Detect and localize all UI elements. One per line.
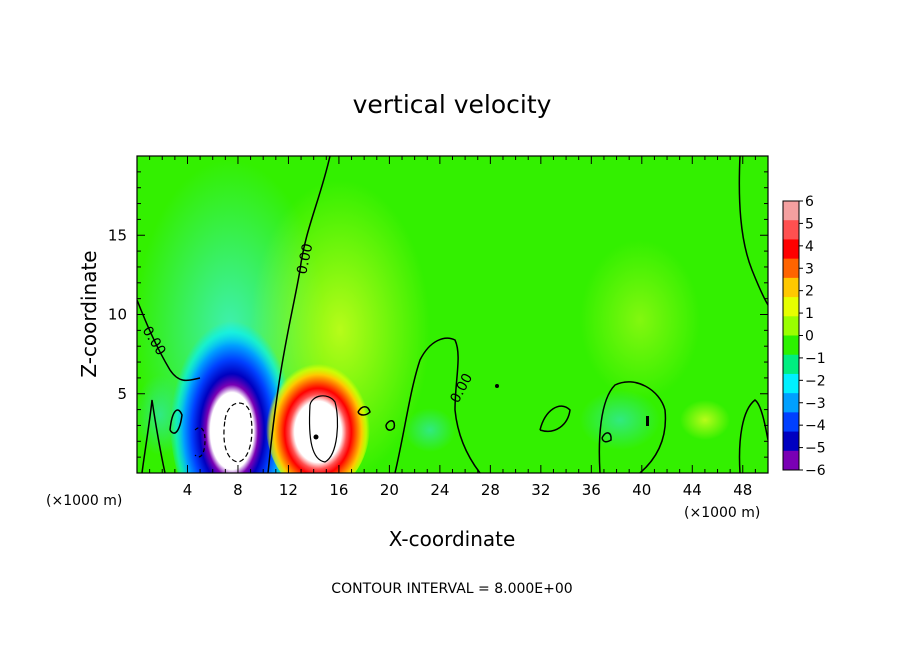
- colorbar-swatch: [783, 431, 799, 452]
- colorbar-swatch: [783, 450, 799, 471]
- x-tick-label: 28: [481, 481, 500, 499]
- x-tick-label: 24: [430, 481, 449, 499]
- contour-label: 0.00: [294, 242, 316, 276]
- x-tick-label: 40: [632, 481, 651, 499]
- x-tick-label: 8: [233, 481, 243, 499]
- zero-contour-right: [738, 156, 768, 306]
- colorbar-label: 3: [805, 261, 814, 277]
- colorbar-label: 5: [805, 216, 814, 232]
- y-tick-label: 10: [108, 306, 127, 324]
- colorbar-label: 2: [805, 284, 814, 300]
- colorbar-swatch: [783, 297, 799, 317]
- colorbar-swatch: [783, 316, 799, 336]
- colorbar-label: −1: [805, 351, 826, 367]
- x-unit-left: (×1000 m): [46, 493, 122, 509]
- colorbar-swatch: [783, 277, 799, 298]
- colorbar-label: −6: [805, 463, 826, 479]
- x-tick-label: 48: [733, 481, 752, 499]
- x-tick-label: 32: [531, 481, 550, 499]
- x-axis-label: X-coordinate: [389, 527, 516, 551]
- colorbar-label: 6: [805, 194, 814, 210]
- colorbar-label: 4: [805, 239, 814, 255]
- colorbar-label: 1: [805, 306, 814, 322]
- x-tick-label: 12: [279, 481, 298, 499]
- y-tick-label: 5: [117, 385, 127, 403]
- colorbar: 6 5 4 3 2 1 0 −1 −2 −3 −4 −5 −6: [782, 194, 826, 479]
- colorbar-label: −4: [805, 418, 826, 434]
- colorbar-swatch: [783, 393, 799, 413]
- colorbar-swatch: [783, 335, 799, 356]
- x-axis: 4 8 12 16 20 24 28 32 36 40 44 48: [149, 156, 756, 499]
- colorbar-label: −2: [805, 373, 826, 389]
- chart-title: vertical velocity: [353, 90, 552, 119]
- x-unit-right: (×1000 m): [684, 505, 760, 521]
- colorbar-swatch: [783, 220, 799, 240]
- colorbar-swatch: [783, 373, 799, 394]
- x-tick-label: 4: [183, 481, 193, 499]
- x-tick-label: 20: [380, 481, 399, 499]
- colorbar-swatch: [783, 354, 799, 375]
- zero-contour-main: [267, 156, 331, 473]
- x-tick-label: 44: [683, 481, 702, 499]
- colorbar-swatch: [783, 412, 799, 433]
- zero-contour-mid: [394, 337, 481, 473]
- y-tick-label: 15: [108, 226, 127, 244]
- y-axis: 5 10 15: [108, 171, 768, 458]
- colorbar-swatch: [783, 201, 799, 221]
- colorbar-label: 0: [805, 329, 814, 345]
- contour-lines: [137, 156, 768, 473]
- colorbar-label: −3: [805, 396, 826, 412]
- x-tick-label: 36: [582, 481, 601, 499]
- y-axis-label: Z-coordinate: [77, 250, 101, 377]
- heatmap-field: [137, 156, 768, 473]
- colorbar-swatch: [783, 239, 799, 260]
- contour-interval-note: CONTOUR INTERVAL = 8.000E+00: [331, 581, 572, 597]
- x-tick-label: 16: [329, 481, 348, 499]
- colorbar-label: −5: [805, 441, 826, 457]
- zero-contour-left: [137, 299, 201, 382]
- colorbar-swatch: [783, 258, 799, 279]
